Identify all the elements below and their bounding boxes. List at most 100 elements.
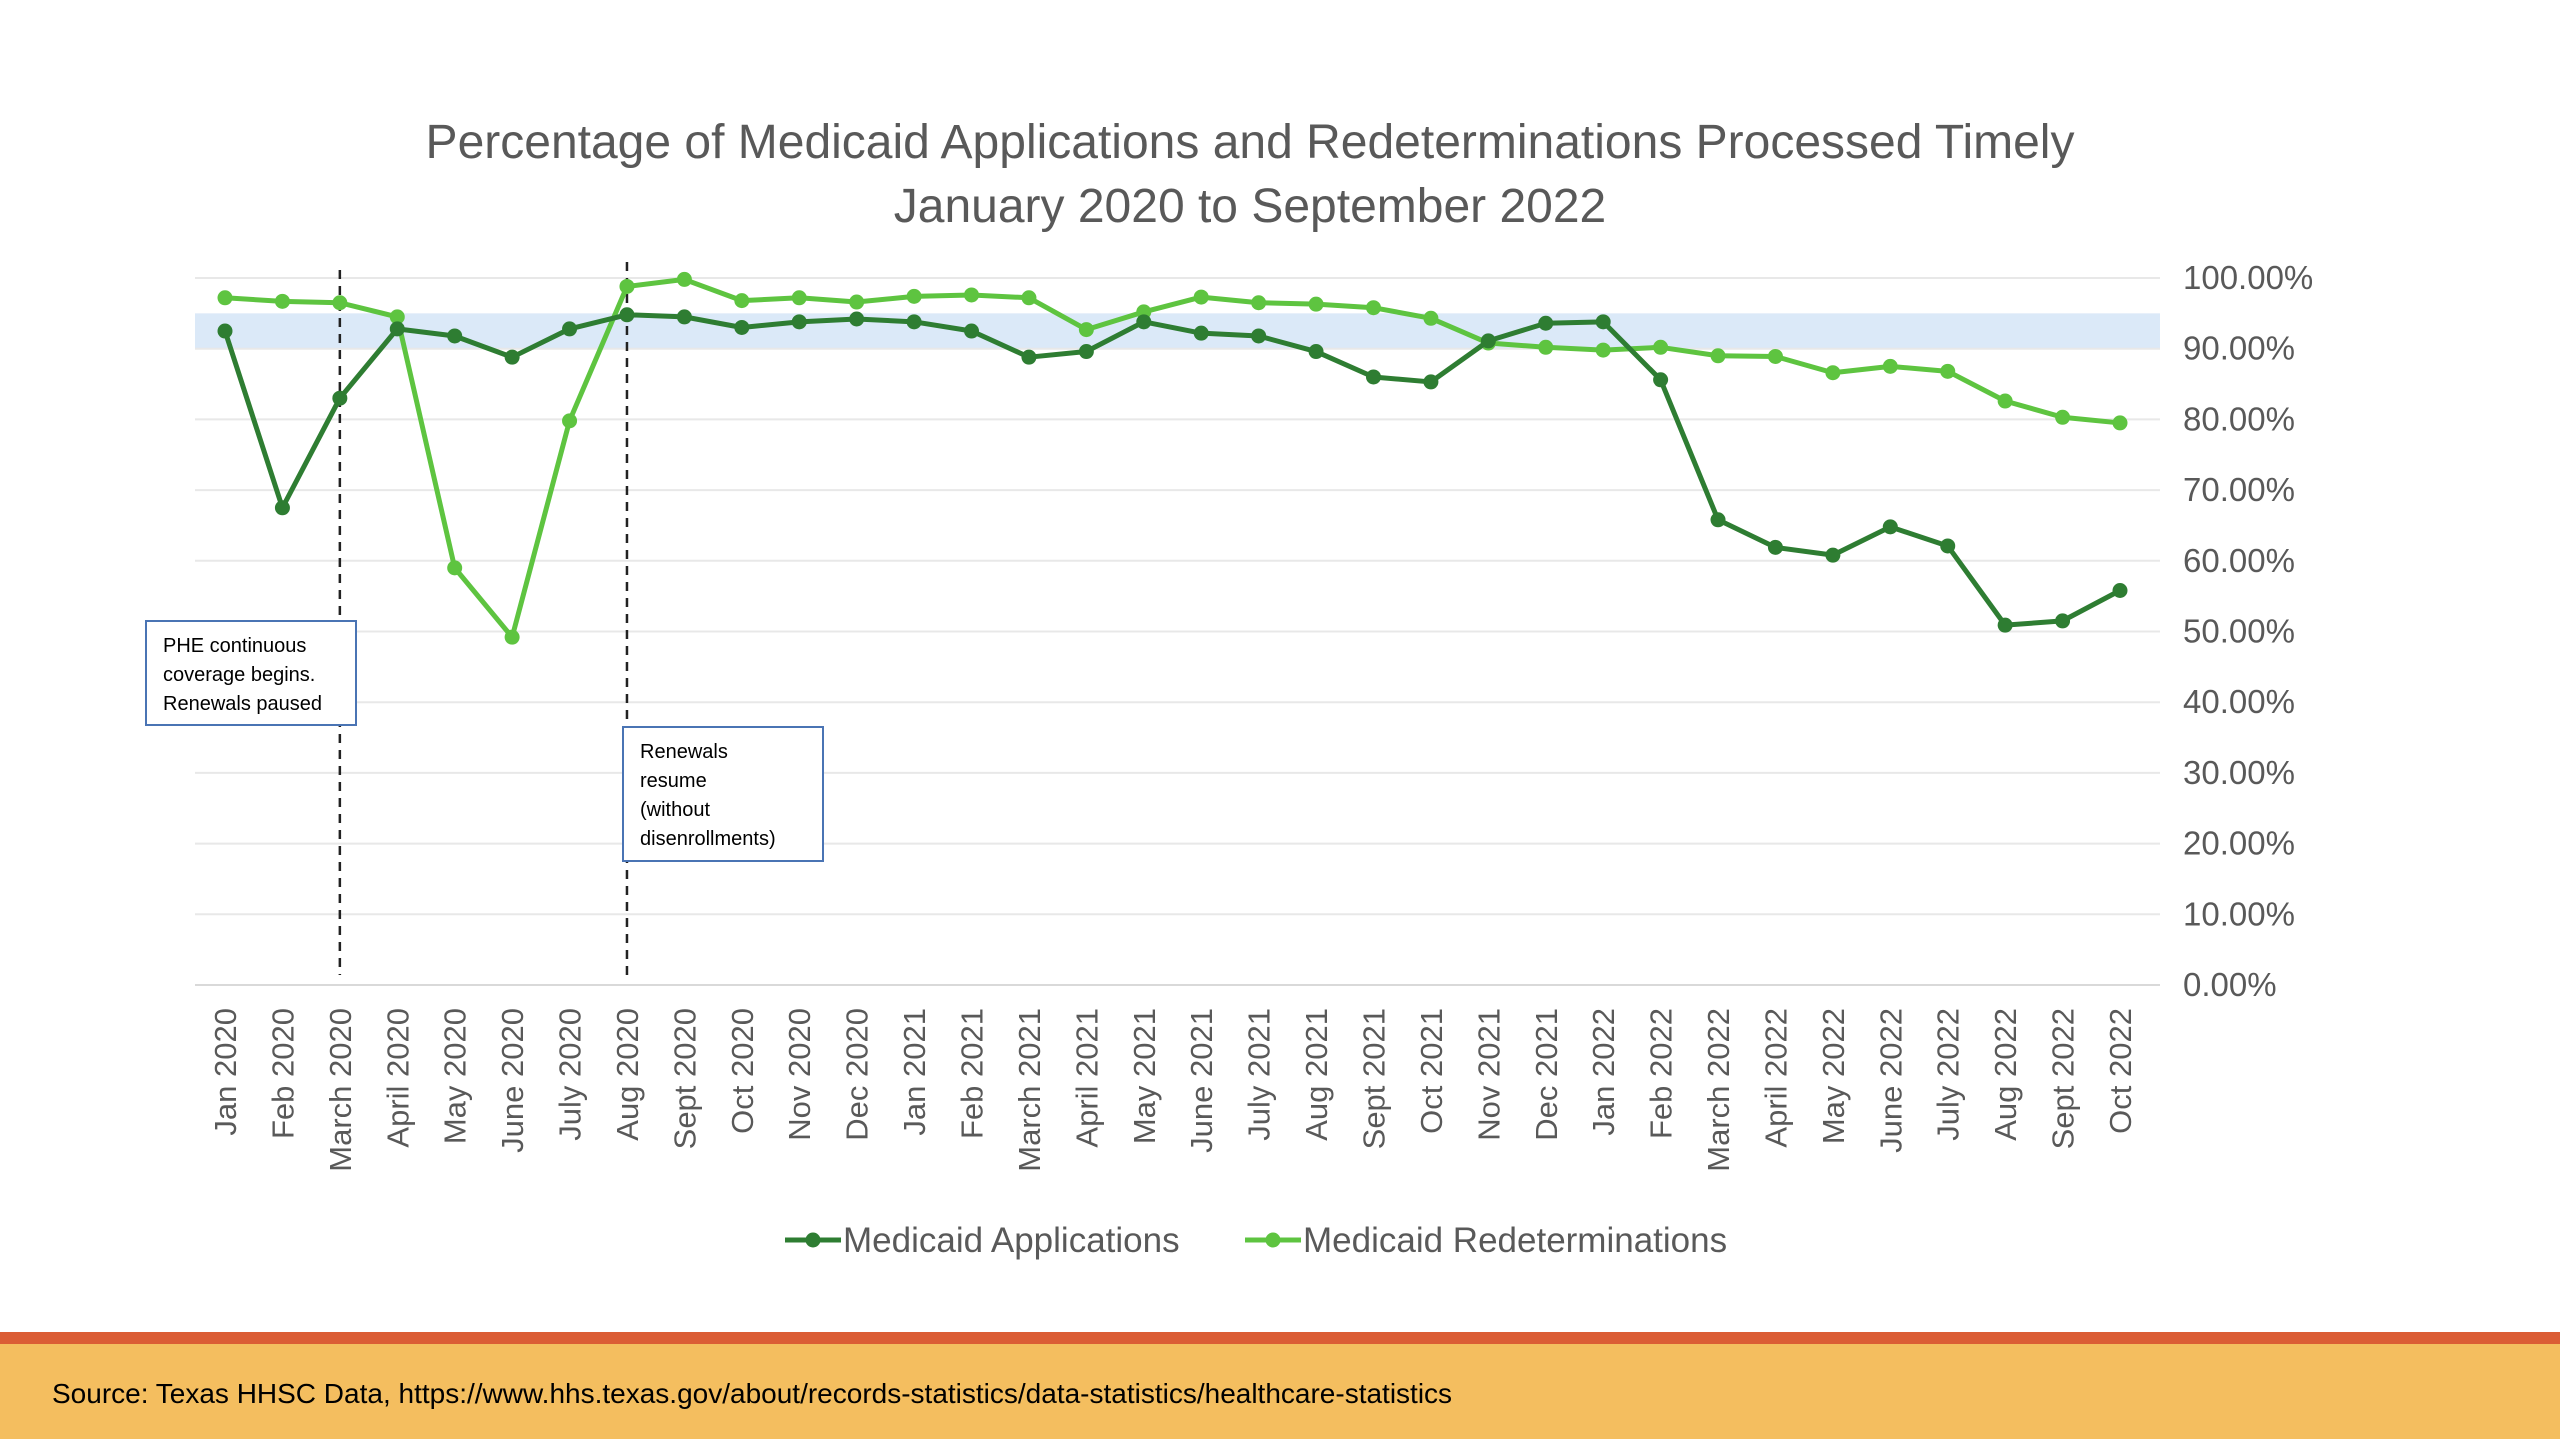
x-tick-label: Sept 2022 bbox=[2046, 1008, 2081, 1149]
x-tick-label: Jan 2022 bbox=[1586, 1008, 1621, 1136]
data-point bbox=[332, 390, 348, 406]
x-tick-label: June 2020 bbox=[495, 1008, 530, 1153]
x-tick-label: July 2021 bbox=[1242, 1008, 1277, 1141]
x-tick-label: March 2022 bbox=[1701, 1008, 1736, 1172]
data-point bbox=[1423, 374, 1439, 390]
x-tick-label: Aug 2022 bbox=[1988, 1008, 2023, 1141]
data-point bbox=[791, 314, 807, 330]
chart-subtitle: January 2020 to September 2022 bbox=[894, 180, 1607, 233]
y-tick-label: 0.00% bbox=[2183, 966, 2277, 1003]
data-point bbox=[849, 311, 865, 327]
data-point bbox=[1825, 547, 1841, 563]
data-point bbox=[906, 314, 922, 330]
chart-title: Percentage of Medicaid Applications and … bbox=[426, 116, 2075, 169]
data-point bbox=[1193, 325, 1209, 341]
event-callout-line: coverage begins. bbox=[163, 664, 316, 686]
data-point bbox=[1251, 328, 1267, 344]
x-tick-label: Oct 2021 bbox=[1414, 1008, 1449, 1134]
data-point bbox=[1538, 339, 1554, 355]
data-point bbox=[1997, 393, 2013, 409]
chart: Percentage of Medicaid Applications and … bbox=[195, 116, 2313, 1260]
y-tick-label: 20.00% bbox=[2183, 825, 2295, 862]
x-tick-label: Dec 2020 bbox=[840, 1008, 875, 1141]
data-point bbox=[964, 287, 980, 303]
legend-marker bbox=[805, 1232, 821, 1248]
data-point bbox=[1767, 348, 1783, 364]
data-point bbox=[619, 307, 635, 323]
data-point bbox=[2112, 415, 2128, 431]
data-point bbox=[1997, 617, 2013, 633]
x-tick-label: Oct 2020 bbox=[725, 1008, 760, 1134]
x-tick-label: April 2020 bbox=[380, 1008, 415, 1148]
x-tick-label: Jan 2020 bbox=[208, 1008, 243, 1136]
data-point bbox=[791, 290, 807, 306]
data-point bbox=[1193, 289, 1209, 305]
data-point bbox=[1365, 300, 1381, 316]
data-point bbox=[1078, 322, 1094, 338]
data-point bbox=[447, 560, 463, 576]
event-callout: Renewals resume (without disenrollments) bbox=[622, 726, 824, 862]
data-point bbox=[906, 288, 922, 304]
data-point bbox=[504, 349, 520, 365]
data-point bbox=[1078, 344, 1094, 360]
data-point bbox=[2055, 409, 2071, 425]
data-point bbox=[1595, 314, 1611, 330]
x-tick-label: Jan 2021 bbox=[897, 1008, 932, 1136]
data-point bbox=[1710, 348, 1726, 364]
x-tick-label: July 2022 bbox=[1931, 1008, 1966, 1141]
event-callout-line: disenrollments) bbox=[640, 828, 776, 850]
x-tick-label: Nov 2021 bbox=[1471, 1008, 1506, 1141]
event-callout-line: (without bbox=[640, 799, 711, 821]
y-tick-label: 30.00% bbox=[2183, 754, 2295, 791]
data-point bbox=[332, 295, 348, 311]
x-tick-label: Dec 2021 bbox=[1529, 1008, 1564, 1141]
legend-label: Medicaid Redeterminations bbox=[1303, 1221, 1727, 1260]
x-tick-label: May 2020 bbox=[438, 1008, 473, 1144]
data-point bbox=[274, 293, 290, 309]
y-tick-label: 60.00% bbox=[2183, 542, 2295, 579]
legend-marker bbox=[1265, 1232, 1281, 1248]
y-tick-label: 50.00% bbox=[2183, 613, 2295, 650]
x-tick-label: March 2021 bbox=[1012, 1008, 1047, 1172]
data-point bbox=[389, 321, 405, 337]
data-point bbox=[562, 321, 578, 337]
data-point bbox=[1940, 363, 1956, 379]
data-point bbox=[389, 309, 405, 325]
event-callout: PHE continuous coverage begins. Renewals p… bbox=[145, 620, 357, 726]
data-point bbox=[2112, 582, 2128, 598]
x-tick-label: May 2021 bbox=[1127, 1008, 1162, 1144]
data-point bbox=[1365, 369, 1381, 385]
x-tick-label: Nov 2020 bbox=[782, 1008, 817, 1141]
data-point bbox=[217, 290, 233, 306]
y-tick-label: 80.00% bbox=[2183, 400, 2295, 437]
event-callout-line: Renewals bbox=[640, 741, 728, 763]
data-point bbox=[849, 294, 865, 310]
x-tick-label: Feb 2020 bbox=[265, 1008, 300, 1139]
x-tick-label: Aug 2020 bbox=[610, 1008, 645, 1141]
legend-label: Medicaid Applications bbox=[843, 1221, 1180, 1260]
data-point bbox=[447, 328, 463, 344]
data-point bbox=[1653, 339, 1669, 355]
y-tick-label: 90.00% bbox=[2183, 330, 2295, 367]
x-tick-label: March 2020 bbox=[323, 1008, 358, 1172]
data-point bbox=[964, 323, 980, 339]
data-point bbox=[1480, 333, 1496, 349]
x-tick-label: Feb 2022 bbox=[1644, 1008, 1679, 1139]
data-point bbox=[1538, 315, 1554, 331]
data-point bbox=[1021, 290, 1037, 306]
y-tick-label: 10.00% bbox=[2183, 895, 2295, 932]
x-tick-label: July 2020 bbox=[553, 1008, 588, 1141]
data-point bbox=[1710, 512, 1726, 528]
event-callout-line: Renewals paused bbox=[163, 693, 322, 715]
data-point bbox=[1136, 314, 1152, 330]
data-point bbox=[1308, 296, 1324, 312]
data-point bbox=[1882, 519, 1898, 535]
data-point bbox=[1251, 295, 1267, 311]
data-point bbox=[504, 629, 520, 645]
x-tick-label: June 2021 bbox=[1184, 1008, 1219, 1153]
data-point bbox=[1308, 344, 1324, 360]
data-point bbox=[217, 323, 233, 339]
x-tick-label: June 2022 bbox=[1873, 1008, 1908, 1153]
data-point bbox=[1767, 539, 1783, 555]
data-point bbox=[1595, 342, 1611, 358]
